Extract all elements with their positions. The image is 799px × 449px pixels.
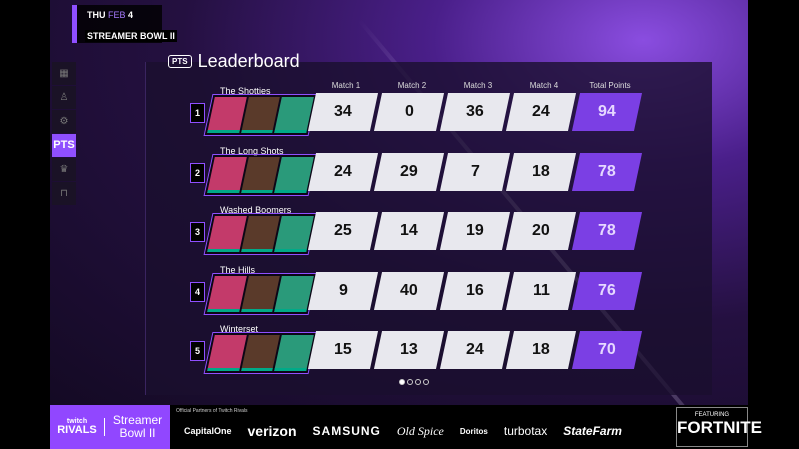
score-cell: 19 [439,212,511,250]
partner-logo: CapitalOne [184,426,232,436]
column-header: Match 3 [463,81,493,90]
event-line2: Bowl II [119,426,156,440]
table-row: The Long Shots 2 24 29 7 18 78 [0,146,799,206]
fortnite-badge: FEATURING FORTNITE [676,407,762,447]
sidebar-item-pts[interactable]: PTS [52,134,76,157]
avatar [240,335,281,371]
table-row: The Hills 4 9 40 16 11 76 [0,265,799,325]
avatar [240,97,281,133]
pts-badge: PTS [168,55,192,68]
score-cell: 24 [307,152,379,191]
brand-top: twitch [66,418,88,425]
rank-badge: 4 [190,281,205,302]
avatar [240,275,281,312]
score-cell: 16 [439,271,511,310]
column-header: Match 4 [529,81,559,90]
partner-logo: turbotax [503,424,548,438]
game-title: FORTNITE [677,418,762,437]
team-name: Washed Boomers [220,205,292,215]
pagination [399,379,429,385]
score-cell: 18 [505,331,577,369]
rank-badge: 1 [190,103,205,123]
score-cell: 29 [373,152,445,191]
score-cell: 34 [307,93,379,131]
score-cell: 13 [373,331,445,369]
team-avatars [203,153,318,196]
trophy-icon[interactable]: ♛ [52,158,76,181]
team-avatars [203,332,318,374]
score-cell: 14 [373,212,445,250]
title-text: Leaderboard [197,51,300,71]
team-avatars [203,94,318,136]
score-cell: 9 [307,271,379,310]
date: FEB [108,10,126,20]
bracket-icon[interactable]: ⊓ [52,182,76,205]
score-cell: 40 [373,271,445,310]
partner-logo: Doritos [459,426,488,436]
total-cell: 94 [571,93,643,131]
column-header: Total Points [589,81,631,90]
page-dot[interactable] [399,379,405,385]
team-name: The Shotties [220,86,271,96]
total-cell: 76 [571,271,643,310]
featuring-label: FEATURING [694,412,730,418]
score-cell: 11 [505,271,577,310]
score-cell: 0 [373,93,445,131]
column-header: Match 1 [331,81,361,90]
score-cell: 20 [505,212,577,250]
total-cell: 70 [571,331,643,369]
team-avatars [203,213,318,255]
score-cell: 36 [439,93,511,131]
event-title: STREAMER BOWL II [85,30,177,42]
avatar [207,97,247,133]
total-cell: 78 [571,152,643,191]
partners-label: Official Partners of Twitch Rivals [176,408,248,414]
settings-icon[interactable]: ⚙ [52,110,76,133]
page-dot[interactable] [415,379,421,385]
event-header: THU FEB 4 STREAMER BOWL II [72,5,177,43]
partner-logo: StateFarm [563,424,622,438]
table-row: Winterset 5 15 13 24 18 70 [0,324,799,384]
score-cell: 18 [505,152,577,191]
page-title: PTS Leaderboard [168,51,300,72]
partner-logo: verizon [247,423,297,439]
team-avatars [203,272,318,315]
score-cell: 15 [307,331,379,369]
event-line1: Streamer [112,412,163,427]
rank-badge: 3 [190,222,205,242]
teams-icon[interactable]: ♙ [52,86,76,109]
score-cell: 24 [505,93,577,131]
table-row: Washed Boomers 3 25 14 19 20 78 [0,205,799,265]
page-dot[interactable] [407,379,413,385]
rank-badge: 2 [190,162,205,183]
partner-logos: CapitalOne verizon SAMSUNG Old Spice Dor… [184,423,622,439]
column-header: Match 2 [397,81,427,90]
team-name: The Long Shots [220,145,284,156]
day-number: 4 [128,10,134,20]
avatar [207,156,247,193]
table-row: The Shotties 1 34 0 36 24 94 [0,86,799,146]
score-cell: 7 [439,152,511,191]
partner-logo: SAMSUNG [312,424,381,438]
score-cell: 24 [439,331,511,369]
avatar [207,335,247,371]
calendar-icon[interactable]: ▦ [52,62,76,85]
page-dot[interactable] [423,379,429,385]
brand: RIVALS [57,424,97,436]
twitch-rivals-logo: twitch RIVALS Streamer Bowl II [50,405,170,449]
avatar [240,216,281,252]
avatar [207,275,247,312]
sidebar: ▦ ♙ ⚙ PTS ♛ ⊓ [52,62,76,206]
rank-badge: 5 [190,341,205,361]
team-name: The Hills [220,264,256,275]
partner-logo: Old Spice [396,423,444,438]
avatar [240,156,281,193]
avatar [207,216,247,252]
score-cell: 25 [307,212,379,250]
team-name: Winterset [220,324,259,334]
total-cell: 78 [571,212,643,250]
day: THU [87,10,106,20]
